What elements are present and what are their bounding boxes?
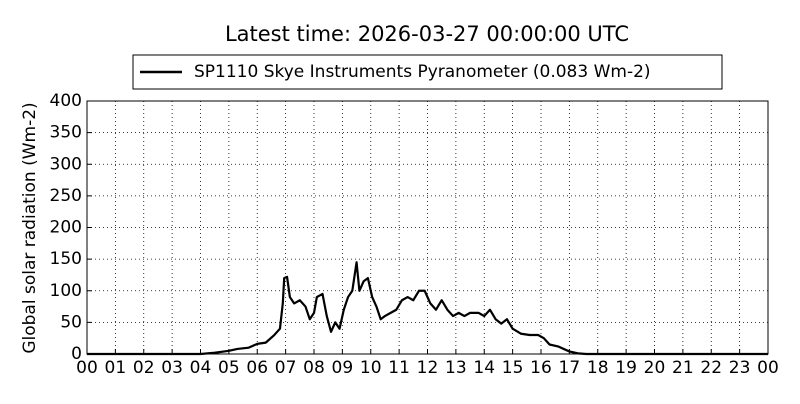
x-tick-label: 19 xyxy=(615,358,637,378)
y-tick-label: 350 xyxy=(50,123,82,143)
x-tick-label: 02 xyxy=(133,358,155,378)
y-tick-label: 50 xyxy=(60,312,82,332)
x-tick-label: 09 xyxy=(332,358,354,378)
x-tick-label: 06 xyxy=(246,358,268,378)
legend-box xyxy=(132,54,723,90)
data-line xyxy=(87,261,768,356)
plot-frame xyxy=(86,100,769,355)
y-tick-label: 250 xyxy=(50,186,82,206)
y-tick-label: 150 xyxy=(50,249,82,269)
y-tick-label: 0 xyxy=(71,344,82,364)
x-tick-label: 12 xyxy=(417,358,439,378)
x-tick-label: 03 xyxy=(161,358,183,378)
x-tick-label: 14 xyxy=(473,358,495,378)
x-tick-label: 17 xyxy=(559,358,581,378)
x-tick-label: 04 xyxy=(190,358,212,378)
x-tick-label: 13 xyxy=(445,358,467,378)
x-tick-label: 01 xyxy=(105,358,127,378)
x-tick-label: 22 xyxy=(700,358,722,378)
x-tick-label: 20 xyxy=(644,358,666,378)
x-tick-label: 00 xyxy=(76,358,98,378)
y-tick-label: 400 xyxy=(50,91,82,111)
x-tick-label: 23 xyxy=(729,358,751,378)
legend-label: SP1110 Skye Instruments Pyranometer (0.0… xyxy=(194,62,651,82)
x-tick-label: 21 xyxy=(672,358,694,378)
chart-title: Latest time: 2026-03-27 00:00:00 UTC xyxy=(225,22,629,46)
x-tick-label: 07 xyxy=(275,358,297,378)
x-tick-label: 10 xyxy=(360,358,382,378)
x-tick-label: 16 xyxy=(530,358,552,378)
x-tick-label: 05 xyxy=(218,358,240,378)
y-axis-label: Global solar radiation (Wm-2) xyxy=(20,102,40,353)
x-tick-label: 08 xyxy=(303,358,325,378)
x-tick-label: 00 xyxy=(757,358,779,378)
y-tick-label: 300 xyxy=(50,154,82,174)
x-tick-label: 18 xyxy=(587,358,609,378)
y-tick-label: 200 xyxy=(50,218,82,238)
x-tick-label: 11 xyxy=(388,358,410,378)
x-tick-label: 15 xyxy=(502,358,524,378)
y-tick-label: 100 xyxy=(50,281,82,301)
